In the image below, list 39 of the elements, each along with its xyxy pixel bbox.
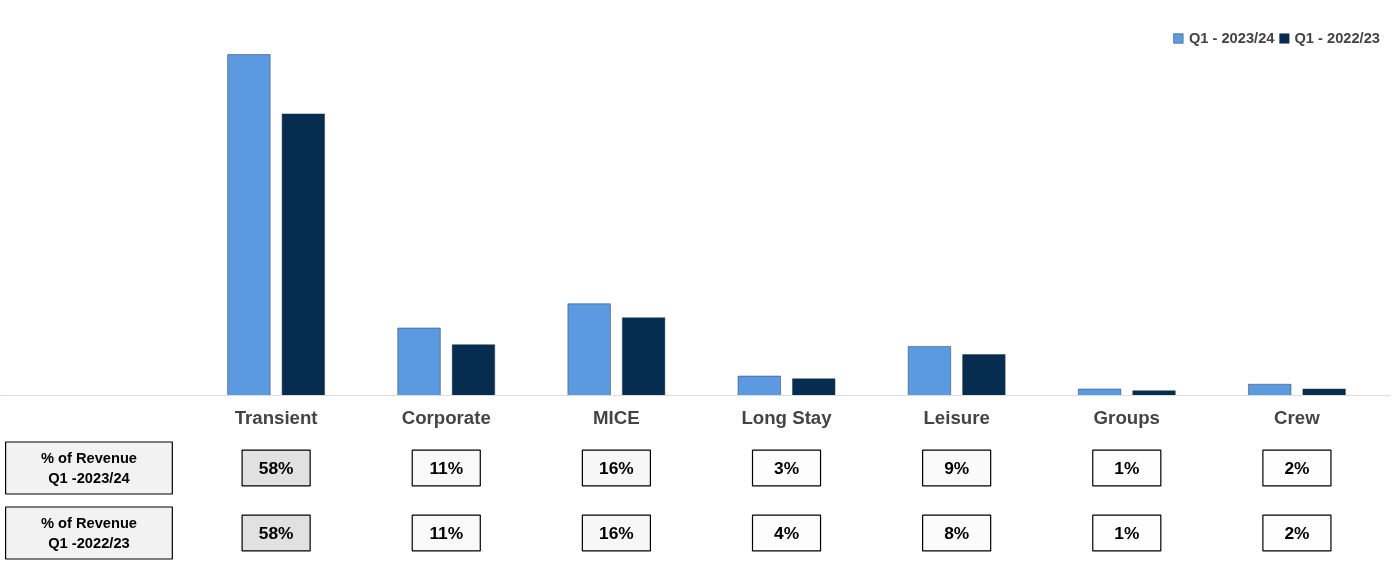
bar [907,346,951,396]
data-label: 4% [774,523,800,543]
data-label: 1% [1114,458,1140,478]
x-tick-label: Leisure [923,406,990,428]
bar [567,303,611,396]
x-tick-label: Transient [234,406,318,428]
bar [962,354,1006,396]
data-label: 16% [599,523,634,543]
legend-label: Q1 - 2023/24 [1188,30,1275,46]
y-tick-label: % of Revenue Q1 -2022/23 [40,514,138,552]
data-label: 58% [258,523,294,543]
bar [227,54,271,396]
bar [1302,388,1346,396]
data-label: 3% [774,458,800,478]
x-tick-label: Crew [1274,406,1321,428]
data-label: 11% [429,523,464,543]
data-label: 16% [599,458,634,478]
bar [451,344,495,396]
bar [737,375,781,396]
bar [792,378,836,396]
bar [1248,384,1292,396]
x-tick-label: Long Stay [741,406,833,428]
x-tick-label: Groups [1093,406,1160,428]
data-label: 1% [1114,523,1140,543]
data-label: 8% [944,523,970,543]
bar [622,317,666,396]
data-label: 58% [258,458,294,478]
data-label: 11% [429,458,464,478]
bar [397,327,441,396]
data-label: 2% [1284,523,1310,543]
bar [1132,390,1176,396]
legend-label: Q1 - 2022/23 [1294,30,1380,46]
y-tick-label: % of Revenue Q1 -2023/24 [40,449,138,487]
data-label: 2% [1284,458,1310,478]
data-label: 9% [944,458,970,478]
x-tick-label: MICE [593,406,640,428]
bar [1078,388,1122,396]
x-tick-label: Corporate [401,406,491,428]
bar [281,113,325,396]
